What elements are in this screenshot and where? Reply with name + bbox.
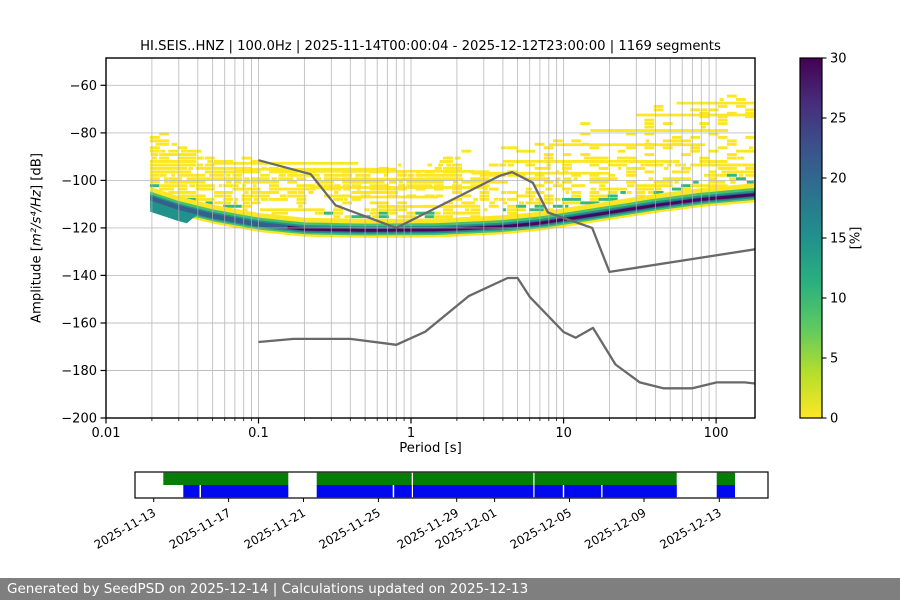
date-label: 2025-11-17 xyxy=(167,505,233,551)
noise-models xyxy=(258,159,755,390)
svg-text:−160: −160 xyxy=(61,317,97,332)
timeline-blue-segment xyxy=(716,485,735,498)
timeline-blue-segment xyxy=(413,485,534,498)
svg-text:100: 100 xyxy=(704,426,729,441)
y-axis-label-suffix: ] [dB] xyxy=(29,153,45,191)
y-axis-label-prefix: Amplitude [ xyxy=(29,246,45,323)
colorbar-unit-label: [%] xyxy=(848,226,864,250)
x-axis-label: Period [s] xyxy=(399,441,462,456)
svg-text:−80: −80 xyxy=(70,126,97,141)
y-axis-label-units: m²/s⁴/Hz xyxy=(29,190,45,247)
svg-text:20: 20 xyxy=(830,172,847,187)
axis-tick-labels: 0.01 0.1 1 10 100 −200 −180 −160 −140 −120 −100 −80… xyxy=(61,79,728,441)
svg-text:30: 30 xyxy=(830,52,847,67)
svg-text:5: 5 xyxy=(830,352,838,367)
timeline-blue-segment xyxy=(394,485,412,498)
date-label: 2025-12-09 xyxy=(582,505,648,551)
date-label: 2025-11-25 xyxy=(317,505,383,551)
svg-text:−200: −200 xyxy=(61,412,97,427)
axis-ticks xyxy=(100,84,717,424)
timeline-green-segment xyxy=(163,472,289,485)
svg-text:10: 10 xyxy=(555,426,572,441)
chart-title: HI.SEIS..HNZ | 100.0Hz | 2025-11-14T00:0… xyxy=(140,39,721,54)
svg-text:−60: −60 xyxy=(70,79,97,94)
date-label: 2025-12-13 xyxy=(657,505,723,551)
y-axis-label: Amplitude [m²/s⁴/Hz] [dB] xyxy=(30,153,45,323)
timeline-green-segment xyxy=(534,472,677,485)
timeline-blue-segment xyxy=(602,485,677,498)
svg-text:−140: −140 xyxy=(61,269,97,284)
plot-frame xyxy=(105,57,756,419)
svg-text:10: 10 xyxy=(830,292,847,307)
footer-bar: Generated by SeedPSD on 2025-12-14 | Cal… xyxy=(0,578,900,600)
noise-model-upper xyxy=(258,159,755,274)
timeline-blue-segment xyxy=(183,485,200,498)
timeline-blue-segment xyxy=(534,485,563,498)
footer-text: Generated by SeedPSD on 2025-12-14 | Cal… xyxy=(7,581,529,597)
svg-text:25: 25 xyxy=(830,112,847,127)
timeline-green-segment xyxy=(413,472,534,485)
timeline-blue-segment xyxy=(201,485,289,498)
timeline-blue-segment xyxy=(316,485,393,498)
timeline-green-segment xyxy=(316,472,412,485)
ppsd-plot-svg: 0.01 0.1 1 10 100−200−180−160−140−120−100−80… xyxy=(61,52,847,552)
svg-text:−100: −100 xyxy=(61,174,97,189)
grid-lines xyxy=(106,58,755,418)
svg-text:1: 1 xyxy=(407,426,415,441)
date-label: 2025-11-21 xyxy=(242,505,308,551)
timeline-bar: 2025-11-13 2025-11-17 2025-11-21 2025-11-25… xyxy=(92,471,769,552)
date-label: 2025-11-13 xyxy=(92,505,158,551)
svg-text:0: 0 xyxy=(830,412,838,427)
timeline-green-segment xyxy=(716,472,735,485)
timeline-blue-segment xyxy=(564,485,602,498)
svg-text:0.1: 0.1 xyxy=(248,426,269,441)
svg-text:−180: −180 xyxy=(61,364,97,379)
svg-text:−120: −120 xyxy=(61,221,97,236)
svg-text:15: 15 xyxy=(830,232,847,247)
psd-heatmap xyxy=(149,94,755,238)
svg-text:0.01: 0.01 xyxy=(92,426,121,441)
noise-model-lower xyxy=(258,276,755,390)
colorbar: 0 5 10 15 20 25 30 xyxy=(799,52,847,427)
date-label: 2025-12-05 xyxy=(508,505,574,551)
